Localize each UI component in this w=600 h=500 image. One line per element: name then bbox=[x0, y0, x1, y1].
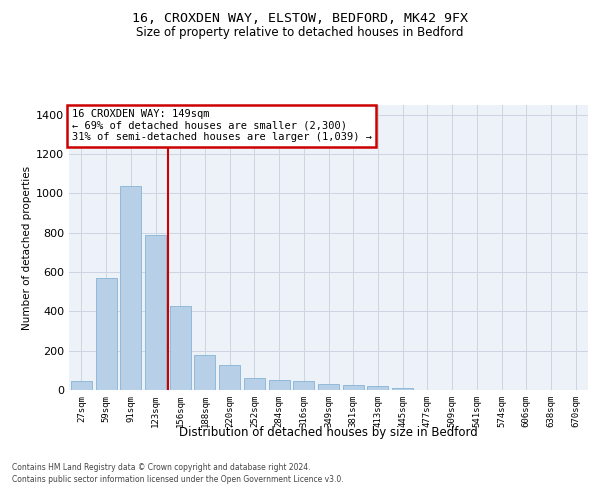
Bar bbox=[145, 234, 166, 390]
Bar bbox=[343, 384, 364, 390]
Bar bbox=[120, 186, 141, 390]
Text: Distribution of detached houses by size in Bedford: Distribution of detached houses by size … bbox=[179, 426, 478, 439]
Text: 16, CROXDEN WAY, ELSTOW, BEDFORD, MK42 9FX: 16, CROXDEN WAY, ELSTOW, BEDFORD, MK42 9… bbox=[132, 12, 468, 26]
Bar bbox=[244, 378, 265, 390]
Y-axis label: Number of detached properties: Number of detached properties bbox=[22, 166, 32, 330]
Bar bbox=[194, 354, 215, 390]
Bar bbox=[170, 306, 191, 390]
Bar bbox=[392, 388, 413, 390]
Text: 16 CROXDEN WAY: 149sqm
← 69% of detached houses are smaller (2,300)
31% of semi-: 16 CROXDEN WAY: 149sqm ← 69% of detached… bbox=[71, 110, 371, 142]
Text: Size of property relative to detached houses in Bedford: Size of property relative to detached ho… bbox=[136, 26, 464, 39]
Bar bbox=[367, 386, 388, 390]
Text: Contains public sector information licensed under the Open Government Licence v3: Contains public sector information licen… bbox=[12, 475, 344, 484]
Bar bbox=[219, 365, 240, 390]
Bar bbox=[318, 384, 339, 390]
Bar bbox=[71, 381, 92, 390]
Bar bbox=[293, 381, 314, 390]
Text: Contains HM Land Registry data © Crown copyright and database right 2024.: Contains HM Land Registry data © Crown c… bbox=[12, 464, 311, 472]
Bar bbox=[95, 278, 116, 390]
Bar bbox=[269, 380, 290, 390]
